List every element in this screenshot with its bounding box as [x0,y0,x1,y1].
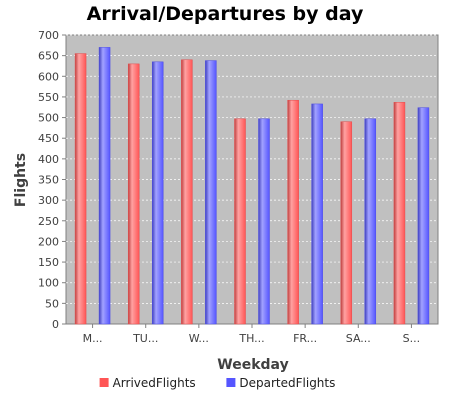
y-tick-label: 650 [38,50,59,63]
y-tick-label: 50 [45,297,59,310]
x-tick-label: TU... [132,332,158,345]
x-tick-label: FR... [293,332,317,345]
bar-departedflights [98,47,111,325]
y-tick-label: 400 [38,153,59,166]
bar-departedflights [417,107,430,325]
plot-area: 0 50 100 150 200 250 300 350 400 450 500 550 600 650 7… [38,29,439,345]
y-tick-label: 350 [38,174,59,187]
x-tick-label: TH... [238,332,264,345]
y-tick-label: 500 [38,112,59,125]
legend-label: DepartedFlights [239,376,335,390]
x-tick-label: M... [83,332,103,345]
bar-arrivedflights [127,63,140,325]
x-axis-label: Weekday [217,357,288,373]
y-tick-label: 600 [38,70,59,83]
x-tick-label: S... [403,332,420,345]
y-tick-label: 200 [38,235,59,248]
legend-swatch [226,378,236,387]
bar-departedflights [258,118,270,325]
chart-title: Arrival/Departures by day [87,3,364,25]
bar-arrivedflights [181,59,193,325]
y-axis-label: Flights [13,153,29,207]
bar-departedflights [311,103,323,325]
y-tick-label: 150 [38,256,59,269]
y-tick-label: 0 [52,318,59,331]
bar-departedflights [205,60,217,325]
bar-arrivedflights [74,53,87,325]
x-tick-label: SA... [346,332,371,345]
legend: ArrivedFlights DepartedFlights [99,376,335,390]
y-tick-label: 300 [38,194,59,207]
bar-arrivedflights [393,102,406,325]
legend-swatch [99,378,109,387]
bar-arrivedflights [234,118,246,325]
y-tick-label: 250 [38,215,59,228]
bar-arrivedflights [287,99,299,325]
x-tick-label: W... [189,332,209,345]
bar-arrivedflights [340,121,353,325]
y-tick-label: 700 [38,29,59,42]
bar-departedflights [364,118,377,325]
y-tick-label: 450 [38,132,59,145]
legend-label: ArrivedFlights [113,376,196,390]
bar-departedflights [151,61,164,325]
y-tick-label: 550 [38,91,59,104]
y-tick-label: 100 [38,277,59,290]
